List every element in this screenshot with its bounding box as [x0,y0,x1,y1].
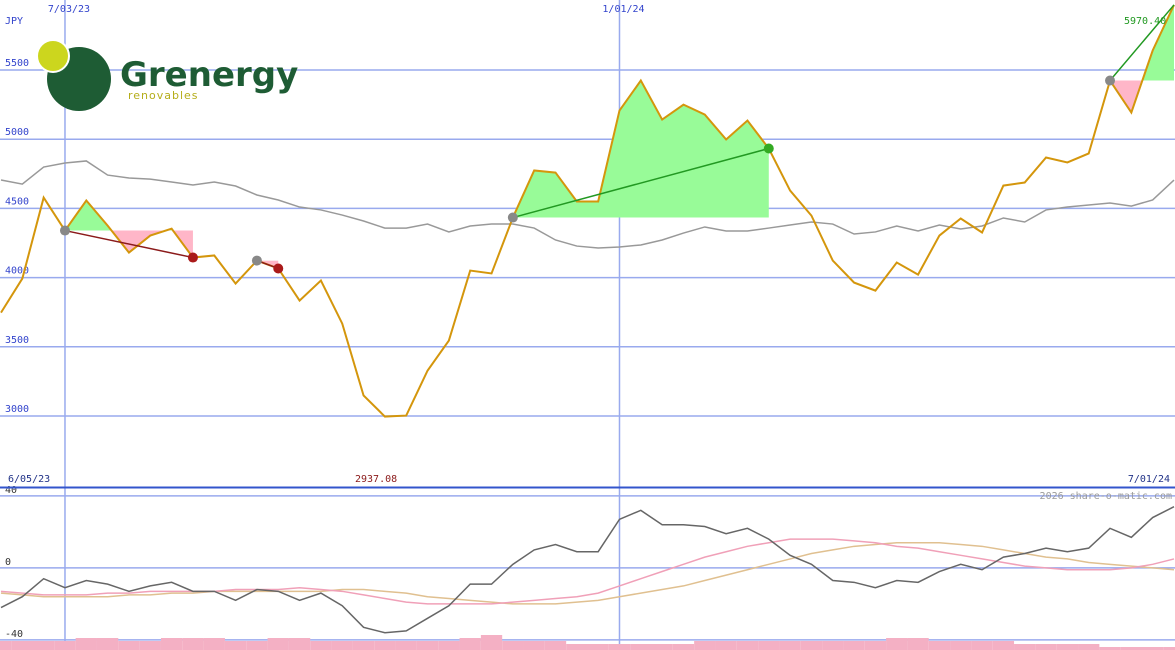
volume-bar [1056,644,1079,650]
volume-bar [523,641,545,650]
low-label: 2937.08 [355,474,397,485]
date-range-start: 6/05/23 [8,474,50,485]
volume-bar [694,641,716,650]
volume-bar [459,638,481,650]
volume-bar [395,641,417,650]
y-tick-label: 4500 [5,196,29,207]
volume-bar [331,641,353,650]
volume-bar [1142,647,1164,650]
volume-bar [992,641,1015,650]
entry-marker [59,225,70,236]
entry-marker [1105,75,1116,86]
volume-bar [1078,644,1100,650]
volume-bar [374,641,396,650]
y-tick-label: 5000 [5,127,29,138]
volume-bar [886,638,908,650]
logo-dot [36,39,70,73]
volume-bar [843,641,865,650]
volume-bar [630,644,652,650]
volume-bar [1014,644,1036,650]
volume-bar [118,641,140,650]
x-tick-label: 7/03/23 [48,4,90,15]
volume-bar [1035,644,1057,650]
y-tick-label: -40 [5,629,23,640]
volume-bar [203,638,225,650]
entry-marker [507,212,518,223]
y-tick-label: 3000 [5,404,29,415]
y-tick-label: 4000 [5,266,29,277]
volume-bar [480,635,503,650]
logo-name: Grenergy [120,55,298,95]
entry-marker [251,255,262,266]
volume-bar [587,644,609,650]
indicator-line [0,541,1175,605]
y-tick-label: 0 [5,557,11,568]
gain-area [512,80,769,218]
volume-bar [438,641,460,650]
volume-bar [54,641,76,650]
volume-bar [907,638,929,650]
volume-bar [267,638,289,650]
volume-bar [566,644,588,650]
volume-bar [502,641,524,650]
average-line [0,160,1175,249]
volume-bar [758,641,780,650]
volume-bar [0,641,12,650]
volume-bar [800,641,823,650]
y-tick-label: 3500 [5,335,29,346]
exit-marker [763,143,774,154]
high-label: 5970.40 [1124,16,1166,27]
gain-area [64,200,193,231]
volume-bar [32,641,55,650]
gain-area [1110,4,1174,81]
watermark: 2026 share-o-matic.com [1040,491,1172,502]
volume-bar [608,644,631,650]
volume-bar [950,641,972,650]
logo-tagline: renovables [128,89,199,102]
volume-bar [736,641,759,650]
trade-line [64,229,194,259]
volume-bar [928,641,951,650]
volume-bar [864,641,887,650]
volume-bar [651,644,673,650]
volume-bar [544,641,567,650]
y-tick-label: 40 [5,485,17,496]
volume-bar [416,641,439,650]
x-tick-label: 1/01/24 [602,4,644,15]
date-range-end: 7/01/24 [1128,474,1170,485]
exit-marker [187,252,198,263]
volume-bar [246,641,268,650]
volume-bar [1120,647,1143,650]
currency-label: JPY [5,16,23,27]
volume-bar [182,638,204,650]
volume-bar [822,641,844,650]
volume-bar [971,641,993,650]
y-tick-label: 5500 [5,58,29,69]
exit-marker [273,263,284,274]
volume-bar [160,638,183,650]
volume-bar [1163,647,1175,650]
volume-bar [139,641,161,650]
volume-bar [352,641,375,650]
volume-bar [224,641,247,650]
trade-line [512,147,769,219]
volume-bar [11,641,33,650]
volume-bar [310,641,332,650]
volume-bar [672,644,695,650]
indicator-line [0,506,1175,634]
volume-bar [288,638,311,650]
volume-bar [1099,647,1121,650]
volume-bar [779,641,801,650]
volume-bar [75,638,97,650]
volume-bar [96,638,119,650]
volume-bar [715,641,737,650]
trade-line [1109,4,1175,82]
